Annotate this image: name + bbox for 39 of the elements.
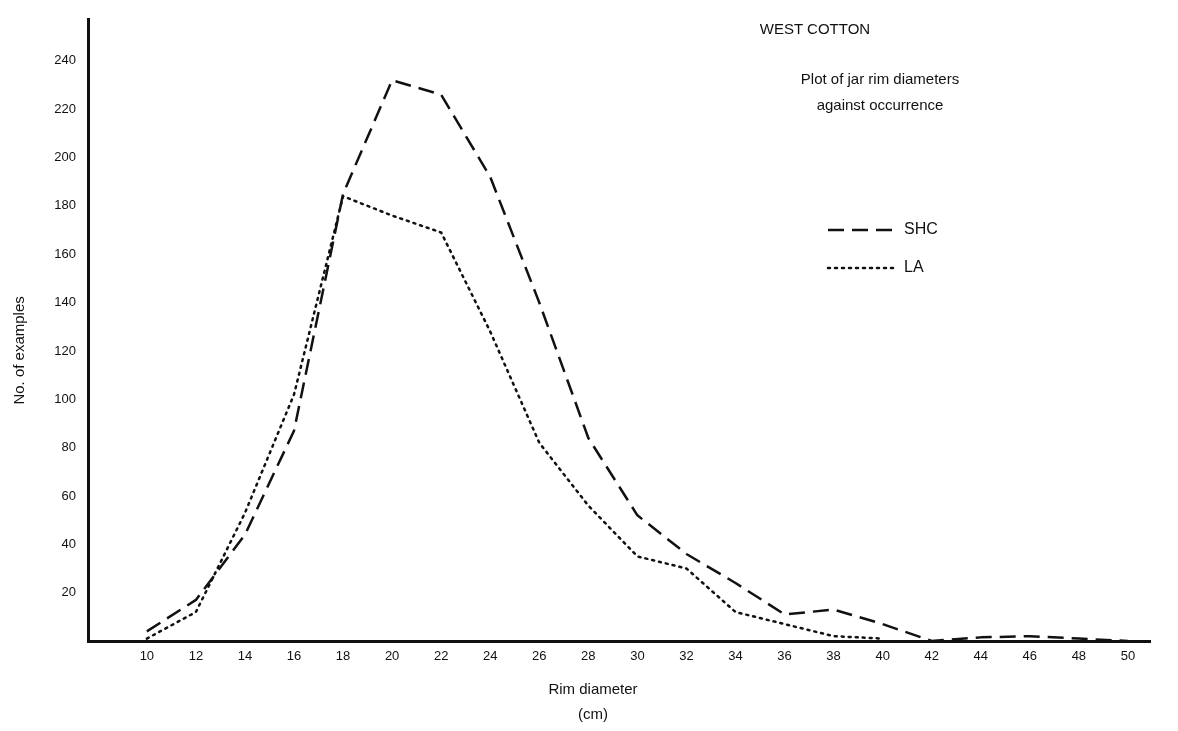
- x-axis-title: Rim diameter (cm): [548, 680, 638, 723]
- x-tick-label: 20: [384, 648, 400, 664]
- x-tick-label: 14: [237, 648, 253, 664]
- chart-title: WEST COTTON: [759, 20, 871, 38]
- x-tick-label: 28: [581, 648, 596, 664]
- y-tick-label: 180: [54, 197, 76, 213]
- x-tick-label: 10: [139, 648, 155, 664]
- x-tick-label: 30: [630, 648, 645, 664]
- x-tick-label: 22: [433, 648, 449, 664]
- x-tick-label: 48: [1071, 648, 1087, 664]
- x-tick-label: 40: [875, 648, 890, 664]
- x-tick-label: 34: [728, 648, 743, 664]
- y-tick-label: 160: [54, 245, 76, 261]
- x-tick-label: 18: [335, 648, 351, 664]
- text: Plot of jar rim diameters against occurrence: [800, 70, 960, 114]
- y-axis-title: No. of examples: [10, 296, 28, 405]
- x-tick-label: 16: [286, 648, 302, 664]
- y-tick-label: 40: [61, 535, 76, 551]
- x-tick-label: 36: [777, 648, 792, 664]
- x-tick-label: 24: [483, 648, 498, 664]
- legend-label: SHC: [904, 220, 938, 238]
- y-tick-label: 20: [61, 584, 76, 600]
- x-tick-label: 38: [826, 648, 841, 664]
- y-tick-label: 100: [54, 390, 76, 406]
- y-tick-label: 220: [54, 100, 76, 116]
- x-tick-label: 44: [973, 648, 988, 664]
- x-tick-label: 26: [532, 648, 547, 664]
- legend-label: LA: [904, 258, 924, 276]
- y-tick-label: 80: [61, 439, 76, 455]
- x-tick-label: 46: [1022, 648, 1038, 664]
- y-tick-label: 140: [54, 294, 76, 310]
- x-tick-label: 50: [1120, 648, 1136, 664]
- x-tick-label: 12: [188, 648, 204, 664]
- x-tick-label: 42: [924, 648, 939, 664]
- x-tick-label: 32: [679, 648, 694, 664]
- y-tick-label: 200: [54, 149, 76, 165]
- y-tick-label: 120: [54, 342, 76, 358]
- y-tick-label: 240: [54, 52, 76, 68]
- y-tick-label: 60: [61, 487, 76, 503]
